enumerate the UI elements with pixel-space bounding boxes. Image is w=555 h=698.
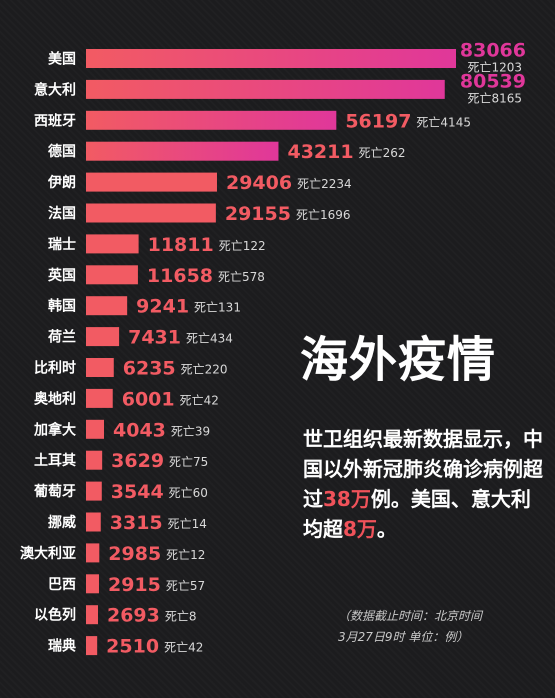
bar (86, 141, 279, 161)
value-label: 2693 (107, 605, 160, 627)
value-label: 7431 (128, 327, 181, 349)
value-label: 2915 (108, 574, 161, 596)
category-label: 以色列 (34, 607, 76, 624)
value-label: 2510 (106, 636, 159, 658)
category-label: 荷兰 (47, 329, 76, 346)
category-label: 韩国 (48, 298, 76, 315)
deaths-label: 死亡122 (219, 239, 266, 253)
deaths-label: 死亡12 (166, 548, 205, 562)
category-label: 英国 (47, 267, 76, 284)
value-label: 80539 (460, 70, 526, 92)
description-highlight-2: 8万 (343, 517, 377, 541)
bar (86, 419, 105, 439)
bar (86, 203, 216, 223)
category-label: 加拿大 (33, 421, 76, 438)
bar (86, 450, 103, 470)
data-note-line-1: （数据截止时间：北京时间 (338, 609, 483, 623)
category-label: 奥地利 (34, 390, 76, 407)
bar (86, 234, 139, 254)
category-label: 法国 (48, 205, 76, 222)
value-label: 11658 (147, 265, 213, 287)
value-label: 6001 (122, 388, 175, 410)
deaths-label: 死亡8 (165, 610, 197, 624)
bar (86, 265, 138, 285)
deaths-label: 死亡42 (164, 641, 203, 655)
description: 世卫组织最新数据显示，中国以外新冠肺炎确诊病例超过38万例。美国、意大利均超8万… (303, 424, 543, 544)
category-label: 西班牙 (34, 112, 76, 129)
description-highlight-1: 38万 (323, 487, 371, 511)
deaths-label: 死亡578 (218, 270, 265, 284)
deaths-label: 死亡2234 (297, 177, 352, 191)
deaths-label: 死亡8165 (467, 91, 522, 105)
chart-title: 海外疫情 (300, 332, 497, 388)
bar (86, 327, 120, 347)
bar (86, 481, 102, 501)
deaths-label: 死亡57 (166, 579, 205, 593)
bar (86, 296, 128, 316)
deaths-label: 死亡60 (169, 486, 208, 500)
value-label: 11811 (148, 234, 214, 256)
bar (86, 110, 337, 130)
category-label: 瑞典 (48, 638, 76, 655)
bar (86, 358, 114, 377)
value-label: 3315 (110, 512, 163, 534)
category-label: 巴西 (48, 577, 76, 593)
category-label: 土耳其 (34, 452, 76, 469)
category-label: 澳大利亚 (20, 545, 76, 562)
bar (86, 543, 100, 563)
description-text-2: 例。美国、意大利均超 (303, 487, 531, 541)
bar (86, 636, 98, 656)
description-text-3: 。 (376, 517, 397, 541)
value-label: 43211 (287, 141, 353, 163)
value-label: 4043 (113, 419, 166, 441)
value-label: 29406 (226, 172, 292, 194)
deaths-label: 死亡1696 (296, 208, 351, 222)
category-label: 葡萄牙 (33, 483, 76, 500)
deaths-label: 死亡75 (169, 455, 208, 469)
deaths-label: 死亡220 (181, 363, 228, 377)
value-label: 3544 (111, 481, 164, 503)
deaths-label: 死亡4145 (416, 115, 471, 129)
deaths-label: 死亡39 (171, 424, 210, 438)
value-label: 29155 (225, 203, 291, 225)
deaths-label: 死亡131 (194, 301, 241, 315)
bar (86, 79, 445, 99)
bar (86, 512, 101, 532)
deaths-label: 死亡42 (180, 393, 219, 407)
deaths-label: 死亡434 (186, 332, 233, 346)
bar (86, 574, 99, 594)
deaths-label: 死亡14 (168, 517, 207, 531)
bar (86, 49, 456, 68)
category-label: 挪威 (48, 514, 76, 531)
value-label: 83066 (460, 40, 526, 62)
value-label: 6235 (123, 358, 176, 380)
category-label: 美国 (48, 51, 76, 68)
bar (86, 172, 217, 192)
category-label: 瑞士 (48, 236, 76, 253)
bar (86, 605, 98, 625)
category-label: 伊朗 (47, 174, 76, 191)
category-label: 意大利 (34, 81, 76, 98)
value-label: 3629 (111, 450, 164, 472)
bar (86, 388, 113, 408)
data-note-line-2: 3月27日9时 单位：例） (338, 630, 469, 644)
category-label: 德国 (48, 143, 76, 160)
value-label: 9241 (136, 296, 189, 318)
category-label: 比利时 (34, 360, 76, 377)
description-text-1: 世卫组织最新数据显示，中国以外新冠肺炎确诊病例超过 (303, 427, 543, 511)
deaths-label: 死亡262 (359, 146, 406, 160)
deaths-label: 死亡1203 (467, 61, 522, 75)
value-label: 2985 (108, 543, 161, 565)
value-label: 56197 (345, 110, 411, 132)
data-note: （数据截止时间：北京时间 3月27日9时 单位：例） (338, 606, 538, 648)
